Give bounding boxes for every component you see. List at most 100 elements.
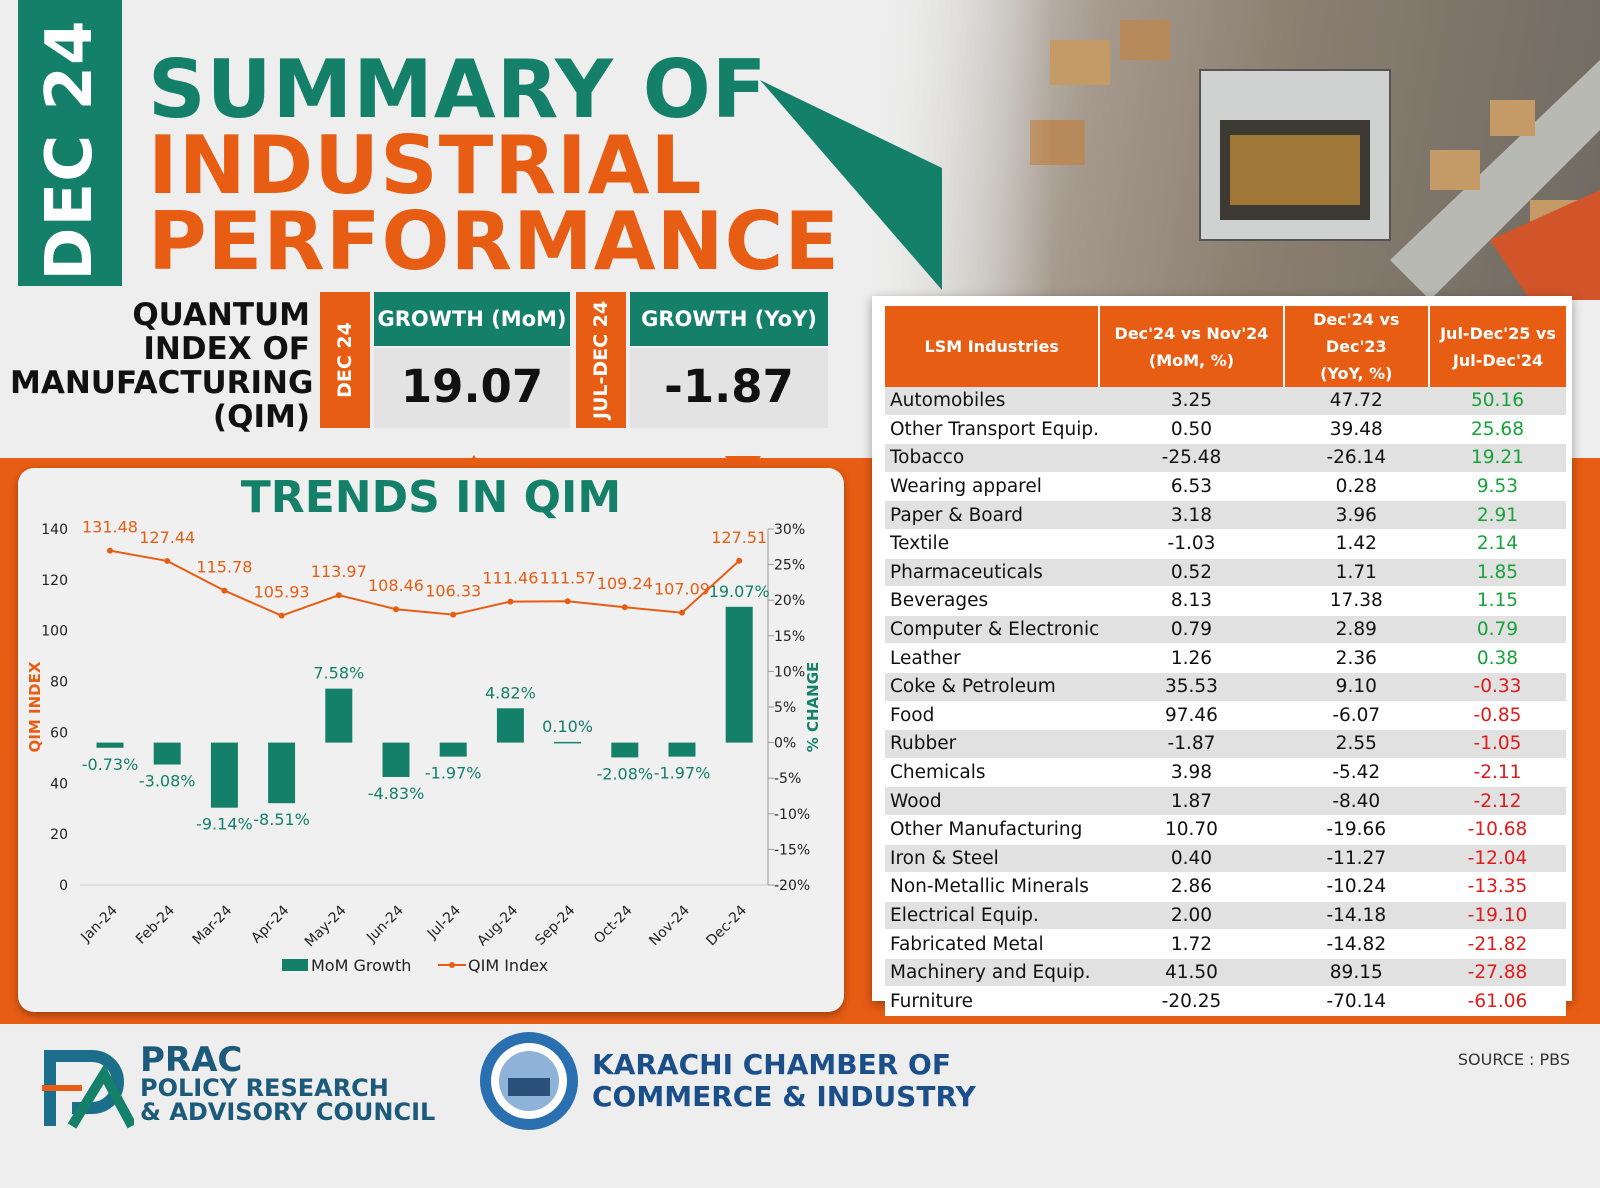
yoy-cell: -5.42 [1283, 758, 1429, 788]
mom-bar [382, 742, 410, 777]
mom-bar [210, 742, 238, 808]
industry-name: Food [885, 701, 1100, 731]
mom-bar [725, 606, 753, 743]
cumulative-cell: 0.38 [1428, 643, 1566, 673]
y-tick-label: 120 [41, 573, 68, 589]
x-tick-label: Jul-24 [424, 902, 464, 942]
y2-tick-label: 0% [774, 736, 796, 752]
col-header: Dec'24 vs Nov'24 (MoM, %) [1099, 306, 1285, 387]
industry-name: Fabricated Metal [885, 929, 1100, 959]
cumulative-cell: -19.10 [1428, 901, 1566, 931]
industry-name: Wearing apparel [885, 472, 1100, 502]
industry-name: Other Transport Equip. [885, 415, 1100, 445]
yoy-cell: 3.96 [1283, 500, 1429, 530]
cumulative-cell: -2.11 [1428, 758, 1566, 788]
mom-cell: 6.53 [1099, 472, 1284, 502]
x-tick-label: May-24 [302, 902, 350, 950]
industry-name: Textile [885, 529, 1100, 559]
mom-bar-label: 7.58% [313, 664, 364, 683]
cumulative-cell: -0.85 [1428, 701, 1566, 731]
chart-title: TRENDS IN QIM [240, 472, 622, 523]
industry-name: Leather [885, 643, 1100, 673]
mom-bar-label: 0.10% [542, 717, 593, 736]
table-row: Other Manufacturing 10.70 -19.66 -10.68 [885, 815, 1566, 845]
mom-cell: 0.52 [1099, 558, 1284, 588]
y-axis-title: QIM INDEX [26, 661, 44, 752]
table-row: Automobiles 3.25 47.72 50.16 [885, 387, 1566, 416]
qim-index-point [164, 557, 171, 564]
table-row: Leather 1.26 2.36 0.38 [885, 643, 1566, 673]
footer [0, 1024, 1600, 1188]
date-tab: DEC 24 [18, 0, 122, 286]
mom-cell: 0.40 [1099, 844, 1284, 874]
mom-bar-label: -1.97% [425, 764, 482, 783]
yoy-cell: 2.55 [1283, 729, 1429, 759]
source-note: SOURCE : PBS [1457, 1050, 1570, 1069]
table-row: Rubber -1.87 2.55 -1.05 [885, 729, 1566, 759]
table-row: Chemicals 3.98 -5.42 -2.11 [885, 758, 1566, 788]
y2-tick-label: -20% [774, 878, 810, 894]
cumulative-cell: 1.15 [1428, 586, 1566, 616]
table-row: Coke & Petroleum 35.53 9.10 -0.33 [885, 672, 1566, 702]
mom-bar-label: -4.83% [368, 784, 425, 803]
mom-cell: 35.53 [1099, 672, 1284, 702]
cumulative-cell: -10.68 [1428, 815, 1566, 845]
mom-bar [439, 742, 467, 757]
mom-bar-label: -0.73% [82, 755, 139, 774]
industry-name: Computer & Electronic [885, 615, 1100, 645]
y2-tick-label: 15% [774, 629, 805, 645]
industry-name: Coke & Petroleum [885, 672, 1100, 702]
qim-index-label: 108.46 [368, 576, 424, 595]
yoy-period-label: JUL-DEC 24 [590, 300, 612, 420]
mom-bar-label: 19.07% [709, 582, 770, 601]
mom-period-tab: DEC 24 [320, 292, 370, 428]
yoy-period-tab: JUL-DEC 24 [576, 292, 626, 428]
table-row: Iron & Steel 0.40 -11.27 -12.04 [885, 844, 1566, 874]
y-tick-label: 100 [41, 624, 68, 640]
qim-index-point [621, 604, 628, 611]
legend-swatch-qim-dot [449, 962, 455, 968]
y2-tick-label: 5% [774, 700, 796, 716]
yoy-growth-header: GROWTH (YoY) [630, 292, 828, 346]
qim-label: QUANTUM INDEX OF MANUFACTURING (QIM) [10, 297, 313, 434]
legend-label-mom: MoM Growth [311, 956, 411, 975]
qim-index-point [450, 611, 457, 618]
table-row: Fabricated Metal 1.72 -14.82 -21.82 [885, 929, 1566, 959]
qim-index-label: 111.46 [482, 569, 538, 588]
qim-index-label: 105.93 [254, 583, 310, 602]
cumulative-cell: 2.14 [1428, 529, 1566, 559]
mom-bar-label: 4.82% [485, 683, 536, 702]
table-row: Food 97.46 -6.07 -0.85 [885, 701, 1566, 731]
yoy-cell: -19.66 [1283, 815, 1429, 845]
table-row: Beverages 8.13 17.38 1.15 [885, 586, 1566, 616]
industry-name: Furniture [885, 986, 1100, 1017]
qim-index-label: 106.33 [425, 582, 481, 601]
mom-bar [611, 742, 639, 758]
cumulative-cell: 1.85 [1428, 558, 1566, 588]
mom-cell: 1.26 [1099, 643, 1284, 673]
y2-tick-label: 30% [774, 522, 805, 538]
yoy-cell: 1.71 [1283, 558, 1429, 588]
yoy-cell: 0.28 [1283, 472, 1429, 502]
mom-cell: 3.25 [1099, 387, 1284, 416]
x-tick-label: Nov-24 [646, 902, 693, 949]
x-tick-label: Jun-24 [363, 902, 407, 946]
kcci-line-2: COMMERCE & INDUSTRY [592, 1080, 976, 1113]
title-line-1: SUMMARY OF [148, 43, 768, 136]
green-arrow-shape [760, 80, 942, 290]
yoy-cell: 89.15 [1283, 958, 1429, 988]
qim-index-label: 115.78 [196, 558, 252, 577]
cumulative-cell: -27.88 [1428, 958, 1566, 988]
qim-index-label: 131.48 [82, 518, 138, 537]
mom-cell: -25.48 [1099, 443, 1284, 473]
mom-period-label: DEC 24 [334, 322, 356, 398]
x-tick-label: Oct-24 [591, 902, 636, 947]
mom-cell: 1.72 [1099, 929, 1284, 959]
prac-logo-icon [42, 1050, 134, 1129]
qim-index-point [564, 598, 571, 605]
col-header: LSM Industries [885, 306, 1101, 387]
mom-cell: 0.79 [1099, 615, 1284, 645]
cumulative-cell: -12.04 [1428, 844, 1566, 874]
industry-name: Machinery and Equip. [885, 958, 1100, 988]
qim-label-line: QUANTUM [132, 297, 310, 333]
